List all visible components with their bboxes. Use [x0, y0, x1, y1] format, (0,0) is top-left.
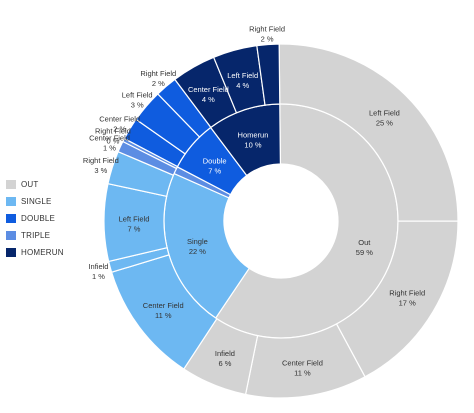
- inner-value-double: 7 %: [208, 167, 221, 176]
- legend-item-homerun: HOMERUN: [6, 244, 64, 261]
- chart-legend: OUT SINGLE DOUBLE TRIPLE HOMERUN: [6, 176, 64, 261]
- legend-swatch: [6, 197, 16, 206]
- outer-slice-out-left-field: [278, 43, 459, 222]
- inner-label-homerun: Homerun: [238, 131, 269, 140]
- outer-single-left-field-label: Left Field: [119, 214, 150, 223]
- legend-label: HOMERUN: [21, 248, 64, 257]
- inner-label-single: Single: [187, 237, 208, 246]
- outer-out-right-field-value: 17 %: [399, 298, 416, 307]
- inner-value-single: 22 %: [189, 247, 206, 256]
- outer-double-right-field-label: Right Field: [140, 69, 176, 78]
- outer-double-center-field-value: 2 %: [113, 125, 126, 134]
- outer-homerun-center-field-label: Center Field: [188, 85, 229, 94]
- inner-value-out: 59 %: [356, 248, 373, 257]
- legend-label: TRIPLE: [21, 231, 51, 240]
- legend-label: SINGLE: [21, 197, 52, 206]
- outer-single-center-field-label: Center Field: [143, 301, 184, 310]
- outer-single-infield-value: 1 %: [92, 272, 105, 281]
- inner-value-homerun: 10 %: [244, 141, 261, 150]
- outer-triple-center-field-value: 1 %: [103, 144, 116, 153]
- outer-homerun-center-field-value: 4 %: [202, 95, 215, 104]
- outer-out-left-field-value: 25 %: [376, 119, 393, 128]
- outer-triple-center-field-label: Center Field: [89, 134, 130, 143]
- outer-out-right-field-label: Right Field: [389, 288, 425, 297]
- inner-label-out: Out: [358, 238, 371, 247]
- outer-out-left-field-label: Left Field: [369, 109, 400, 118]
- outer-double-center-field-label: Center Field: [99, 115, 140, 124]
- outer-double-right-field-value: 2 %: [152, 79, 165, 88]
- outer-single-right-field-value: 3 %: [94, 166, 107, 175]
- legend-swatch: [6, 231, 16, 240]
- outer-homerun-left-field-label: Left Field: [227, 71, 258, 80]
- legend-swatch: [6, 180, 16, 189]
- outer-single-center-field-value: 11 %: [155, 311, 172, 320]
- outer-double-left-field-label: Left Field: [122, 90, 153, 99]
- outer-homerun-right-field-value: 2 %: [261, 35, 274, 44]
- legend-item-triple: TRIPLE: [6, 227, 64, 244]
- outer-homerun-right-field-label: Right Field: [249, 25, 285, 34]
- outer-double-left-field-value: 3 %: [131, 100, 144, 109]
- legend-swatch: [6, 248, 16, 257]
- outer-single-infield-label: Infield: [88, 262, 108, 271]
- legend-item-double: DOUBLE: [6, 210, 64, 227]
- outer-out-infield-value: 6 %: [218, 359, 231, 368]
- outer-out-center-field-value: 11 %: [294, 368, 311, 377]
- outer-out-infield-label: Infield: [215, 349, 235, 358]
- outer-triple-right-field-label: Right Field: [95, 127, 131, 136]
- outer-single-right-field-label: Right Field: [83, 156, 119, 165]
- legend-item-single: SINGLE: [6, 193, 64, 210]
- outer-out-center-field-label: Center Field: [282, 358, 323, 367]
- legend-label: DOUBLE: [21, 214, 56, 223]
- legend-swatch: [6, 214, 16, 223]
- outer-triple-right-field-value: 0 %: [106, 137, 119, 146]
- inner-label-double: Double: [203, 157, 227, 166]
- outer-single-left-field-value: 7 %: [128, 224, 141, 233]
- outer-homerun-left-field-value: 4 %: [236, 81, 249, 90]
- legend-item-out: OUT: [6, 176, 64, 193]
- legend-label: OUT: [21, 180, 39, 189]
- outer-slice-homerun-right-field: [256, 43, 281, 106]
